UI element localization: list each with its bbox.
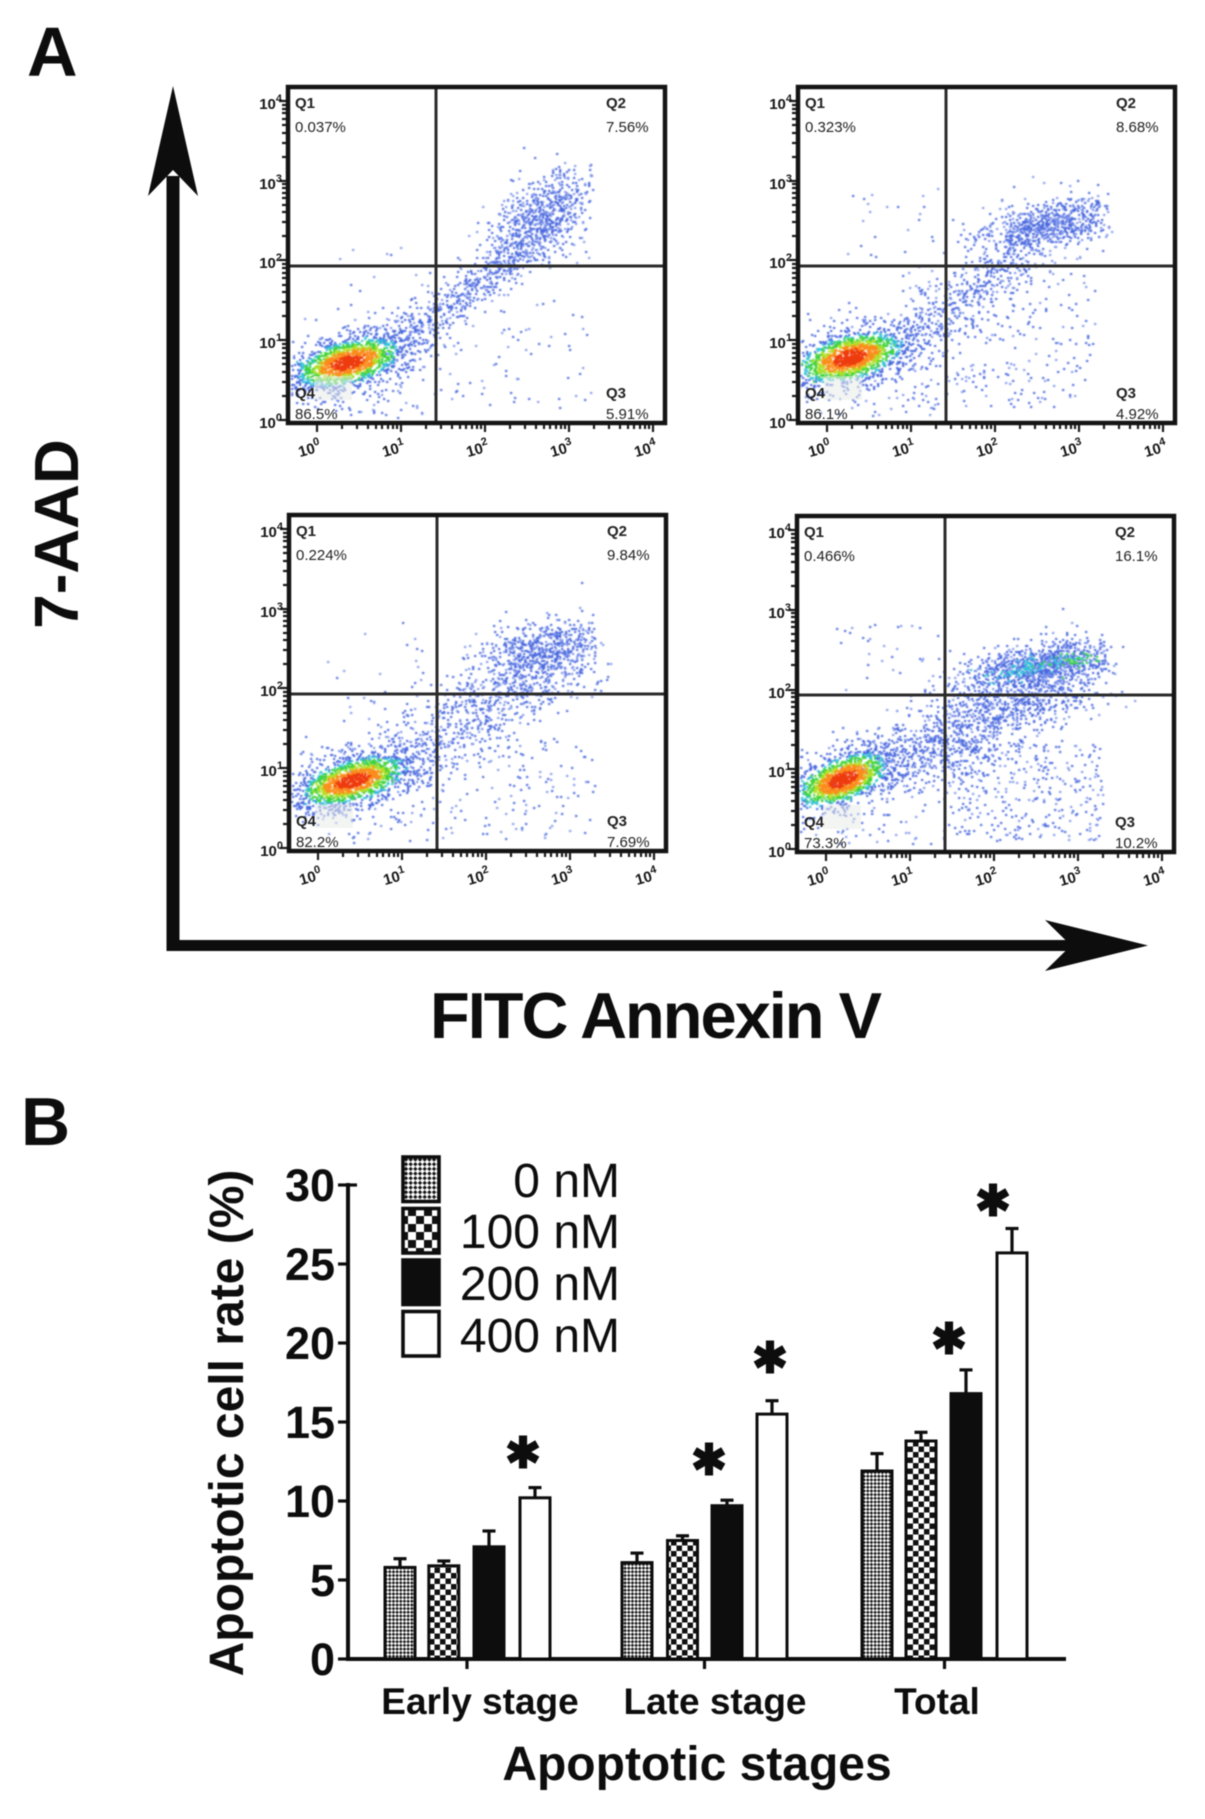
svg-text:Q2: Q2: [1115, 524, 1135, 541]
svg-text:100 nM: 100 nM: [460, 1206, 620, 1259]
svg-text:16.1%: 16.1%: [1115, 548, 1158, 565]
svg-text:7.69%: 7.69%: [607, 834, 650, 851]
svg-text:10: 10: [285, 1476, 335, 1527]
svg-text:10.2%: 10.2%: [1115, 835, 1158, 852]
svg-text:Q2: Q2: [607, 523, 627, 540]
svg-text:15: 15: [285, 1397, 335, 1448]
svg-text:86.5%: 86.5%: [295, 406, 338, 423]
svg-text:Apoptotic cell rate (%): Apoptotic cell rate (%): [201, 1170, 254, 1677]
svg-text:Q2: Q2: [1116, 95, 1136, 112]
svg-text:86.1%: 86.1%: [805, 406, 848, 423]
svg-text:Early stage: Early stage: [381, 1681, 578, 1722]
svg-text:200 nM: 200 nM: [460, 1258, 620, 1311]
svg-text:400 nM: 400 nM: [460, 1310, 620, 1363]
svg-text:Q4: Q4: [296, 813, 317, 830]
svg-text:Q1: Q1: [805, 95, 825, 112]
svg-text:Q4: Q4: [295, 385, 316, 402]
svg-text:5: 5: [310, 1555, 335, 1606]
svg-text:B: B: [21, 1084, 70, 1160]
svg-text:0.323%: 0.323%: [805, 119, 856, 136]
svg-text:9.84%: 9.84%: [607, 547, 650, 564]
svg-text:Q3: Q3: [606, 385, 626, 402]
svg-text:Q3: Q3: [1115, 814, 1135, 831]
svg-text:73.3%: 73.3%: [804, 835, 847, 852]
svg-text:0.224%: 0.224%: [296, 547, 347, 564]
svg-text:0.466%: 0.466%: [804, 548, 855, 565]
svg-text:7-AAD: 7-AAD: [23, 439, 92, 628]
svg-text:0: 0: [310, 1634, 335, 1685]
svg-text:Q3: Q3: [607, 813, 627, 830]
svg-text:7.56%: 7.56%: [606, 119, 649, 136]
svg-text:0.037%: 0.037%: [295, 119, 346, 136]
svg-text:Q1: Q1: [295, 95, 315, 112]
svg-text:82.2%: 82.2%: [296, 834, 339, 851]
svg-text:Q4: Q4: [804, 814, 825, 831]
svg-text:FITC Annexin V: FITC Annexin V: [430, 979, 882, 1052]
svg-text:30: 30: [285, 1160, 335, 1211]
svg-text:Q2: Q2: [606, 95, 626, 112]
svg-text:A: A: [27, 13, 78, 91]
svg-text:Q4: Q4: [805, 385, 826, 402]
svg-text:4.92%: 4.92%: [1116, 406, 1159, 423]
svg-text:0 nM: 0 nM: [513, 1155, 620, 1208]
svg-text:5.91%: 5.91%: [606, 406, 649, 423]
svg-text:20: 20: [285, 1318, 335, 1369]
svg-text:25: 25: [285, 1239, 335, 1290]
svg-text:Late stage: Late stage: [623, 1681, 806, 1722]
svg-text:Apoptotic stages: Apoptotic stages: [502, 1738, 891, 1791]
svg-text:Total: Total: [894, 1681, 980, 1722]
svg-text:Q1: Q1: [296, 523, 316, 540]
svg-text:8.68%: 8.68%: [1116, 119, 1159, 136]
svg-text:Q3: Q3: [1116, 385, 1136, 402]
svg-text:Q1: Q1: [804, 524, 824, 541]
